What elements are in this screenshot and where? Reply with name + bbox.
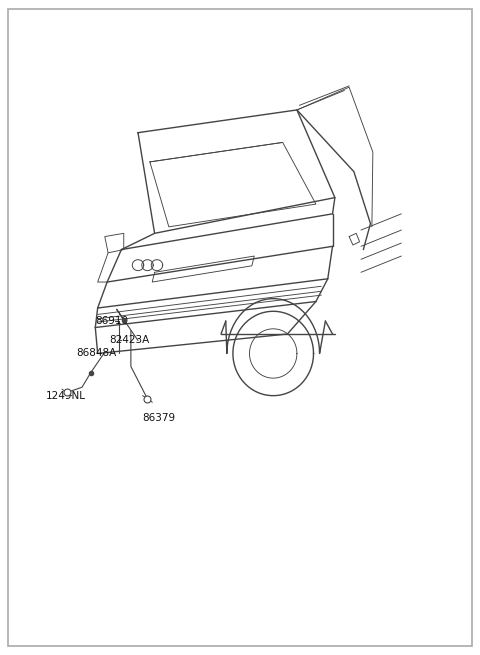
Text: 82423A: 82423A — [109, 335, 150, 345]
Text: 1249NL: 1249NL — [46, 390, 85, 401]
Text: 86379: 86379 — [143, 413, 176, 423]
Text: 86910: 86910 — [96, 316, 128, 326]
Text: 86848A: 86848A — [76, 348, 117, 358]
